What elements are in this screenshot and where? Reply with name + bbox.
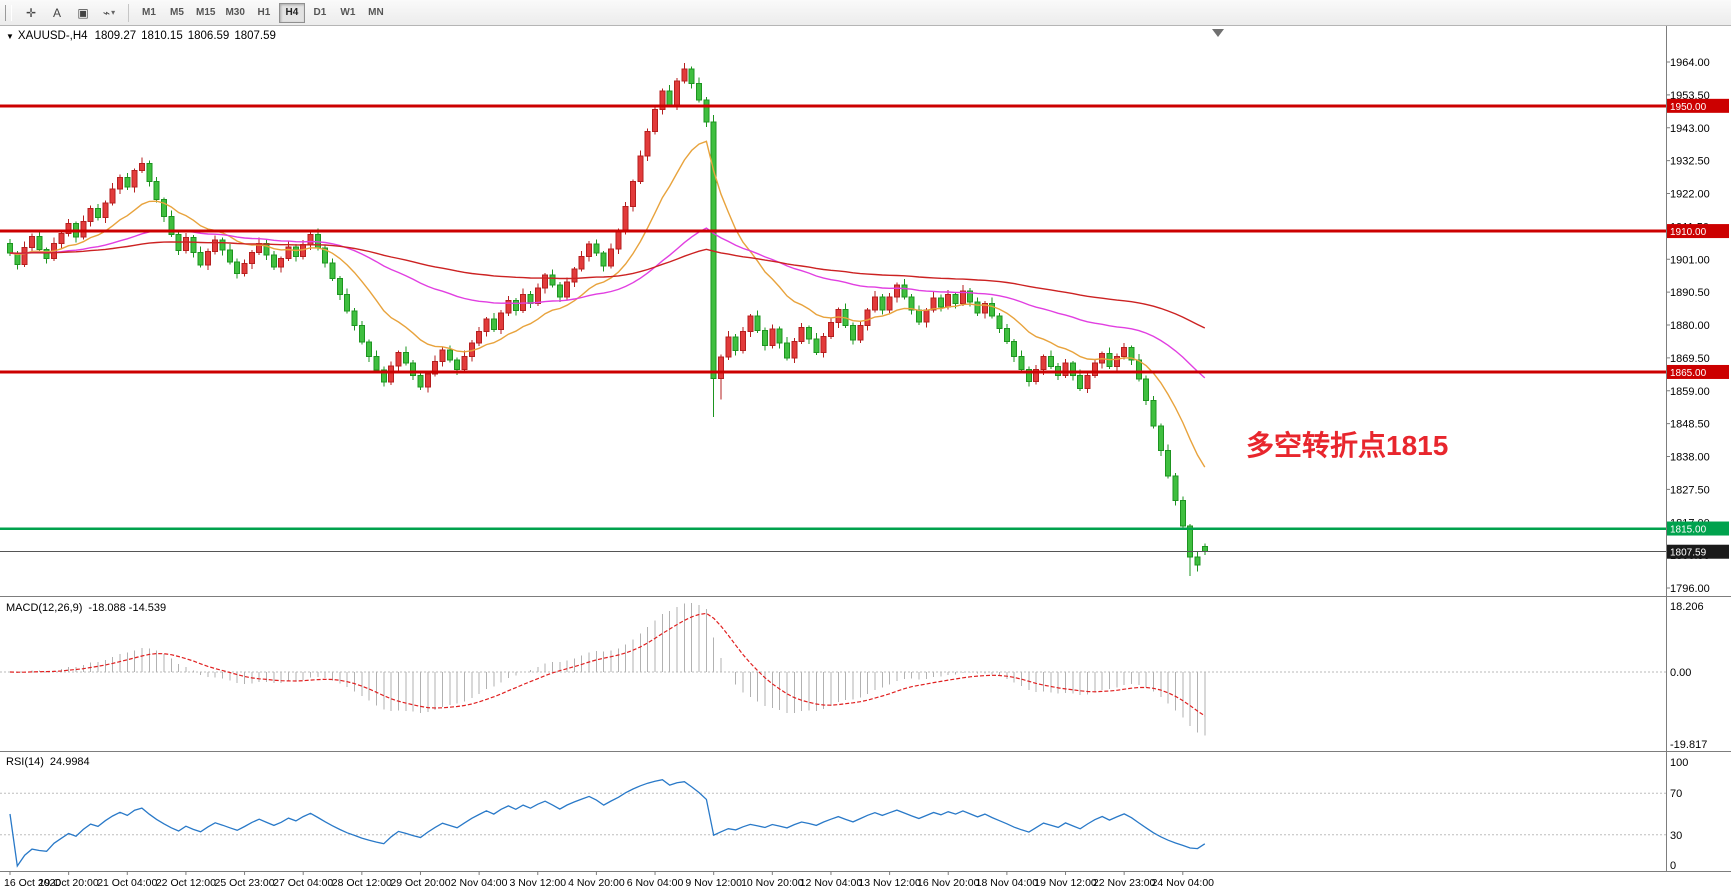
svg-text:1964.00: 1964.00	[1670, 57, 1710, 69]
svg-text:16 Oct 2020: 16 Oct 2020	[4, 877, 61, 889]
svg-text:4 Nov 20:00: 4 Nov 20:00	[568, 877, 625, 889]
pane-borders[interactable]	[0, 26, 1731, 872]
text-frame-button[interactable]: ▣	[71, 3, 95, 23]
horizontal-level-lines[interactable]	[0, 104, 1666, 530]
svg-text:3 Nov 12:00: 3 Nov 12:00	[509, 877, 566, 889]
svg-text:29 Oct 20:00: 29 Oct 20:00	[390, 877, 450, 889]
svg-text:1848.50: 1848.50	[1670, 419, 1710, 431]
crosshair-icon: ✛	[25, 5, 37, 20]
chevron-down-icon: ▾	[111, 8, 116, 17]
svg-text:1838.00: 1838.00	[1670, 452, 1710, 464]
svg-text:1869.50: 1869.50	[1670, 353, 1710, 365]
candles-layer	[7, 62, 1208, 577]
line-studies-icon: ⌁	[102, 5, 111, 20]
svg-text:1827.50: 1827.50	[1670, 484, 1710, 496]
svg-text:1880.00: 1880.00	[1670, 320, 1710, 332]
svg-text:0.00: 0.00	[1670, 667, 1691, 679]
timeframe-button-m30[interactable]: M30	[221, 3, 248, 23]
timeframe-button-m1[interactable]: M1	[136, 3, 162, 23]
svg-text:-19.817: -19.817	[1670, 739, 1707, 751]
svg-text:25 Oct 23:00: 25 Oct 23:00	[214, 877, 274, 889]
low-value: 1806.59	[187, 30, 230, 42]
line-studies-button[interactable]: ⌁ ▾	[97, 3, 121, 23]
macd-indicator-label: MACD(12,26,9) -18.088 -14.539	[6, 602, 166, 614]
svg-text:1950.00: 1950.00	[1670, 102, 1707, 113]
svg-text:18 Nov 04:00: 18 Nov 04:00	[976, 877, 1039, 889]
macd-histogram	[16, 602, 1206, 736]
rsi-indicator-label: RSI(14) 24.9984	[6, 756, 90, 768]
macd-name: MACD(12,26,9)	[6, 602, 83, 614]
svg-text:21 Oct 04:00: 21 Oct 04:00	[97, 877, 157, 889]
rsi-value: 24.9984	[49, 756, 90, 768]
ohlc-info-line: ▼ XAUUSD-,H4 1809.27 1810.15 1806.59 1807.59	[6, 30, 281, 42]
svg-text:24 Nov 04:00: 24 Nov 04:00	[1152, 877, 1215, 889]
ma-line-55	[9, 227, 1206, 379]
svg-text:1943.00: 1943.00	[1670, 123, 1710, 135]
annotation-text[interactable]: 多空转折点1815	[1246, 430, 1449, 461]
toolbar-separator	[128, 3, 129, 22]
svg-text:1796.00: 1796.00	[1670, 583, 1710, 595]
axis-badges: 1950.00 1910.00 1865.00 1815.00 1807.59	[1667, 98, 1729, 559]
svg-text:10 Nov 20:00: 10 Nov 20:00	[741, 877, 804, 889]
macd-signal-line	[9, 612, 1206, 717]
text-frame-icon: ▣	[77, 5, 89, 20]
svg-text:30: 30	[1670, 830, 1682, 842]
chart-canvas[interactable]: 1964.001953.501943.001932.501922.001911.…	[0, 26, 1731, 894]
toolbar-drag-handle[interactable]	[5, 4, 12, 21]
svg-text:1901.00: 1901.00	[1670, 254, 1710, 266]
svg-text:0: 0	[1670, 860, 1676, 872]
chart-window: 1964.001953.501943.001932.501922.001911.…	[0, 26, 1731, 894]
svg-text:22 Nov 23:00: 22 Nov 23:00	[1093, 877, 1156, 889]
timeframe-button-h1[interactable]: H1	[251, 3, 277, 23]
svg-text:2 Nov 04:00: 2 Nov 04:00	[451, 877, 508, 889]
timeframe-button-mn[interactable]: MN	[363, 3, 389, 23]
svg-text:12 Nov 04:00: 12 Nov 04:00	[800, 877, 863, 889]
timeframe-button-h4[interactable]: H4	[278, 2, 305, 23]
svg-text:18.206: 18.206	[1670, 601, 1704, 613]
svg-text:19 Nov 12:00: 19 Nov 12:00	[1034, 877, 1097, 889]
svg-text:100: 100	[1670, 757, 1688, 769]
rsi-name: RSI(14)	[6, 756, 44, 768]
symbol-period-label: XAUUSD-,H4	[17, 30, 88, 42]
ma-line-130	[9, 241, 1206, 329]
main-toolbar: ✛ A ▣ ⌁ ▾ M1 M5 M15 M30 H1 H4 D1 W1 MN	[0, 0, 1731, 26]
crosshair-button[interactable]: ✛	[19, 3, 43, 23]
price-axis[interactable]: 1964.001953.501943.001932.501922.001911.…	[1666, 57, 1710, 872]
svg-text:9 Nov 12:00: 9 Nov 12:00	[685, 877, 742, 889]
svg-text:27 Oct 04:00: 27 Oct 04:00	[273, 877, 333, 889]
rsi-line	[9, 779, 1206, 868]
svg-text:1865.00: 1865.00	[1670, 368, 1707, 379]
svg-text:6 Nov 04:00: 6 Nov 04:00	[627, 877, 684, 889]
high-value: 1810.15	[141, 30, 183, 42]
svg-text:1890.50: 1890.50	[1670, 287, 1710, 299]
svg-text:1910.00: 1910.00	[1670, 227, 1707, 238]
svg-text:22 Oct 12:00: 22 Oct 12:00	[156, 877, 216, 889]
text-label-icon: A	[52, 5, 61, 20]
svg-text:70: 70	[1670, 788, 1682, 800]
svg-text:1922.00: 1922.00	[1670, 189, 1710, 201]
svg-text:28 Oct 12:00: 28 Oct 12:00	[332, 877, 392, 889]
svg-text:19 Oct 20:00: 19 Oct 20:00	[39, 877, 99, 889]
symbol-dropdown-icon[interactable]: ▼	[6, 32, 14, 41]
text-label-button[interactable]: A	[45, 3, 69, 23]
svg-text:1859.00: 1859.00	[1670, 386, 1710, 398]
close-value: 1807.59	[234, 30, 276, 42]
chart-shift-marker[interactable]	[1212, 29, 1224, 37]
svg-text:1932.50: 1932.50	[1670, 156, 1710, 168]
ma-line-15	[9, 140, 1206, 468]
svg-text:16 Nov 20:00: 16 Nov 20:00	[917, 877, 980, 889]
open-value: 1809.27	[94, 30, 137, 42]
svg-text:1807.59: 1807.59	[1670, 548, 1707, 559]
svg-text:13 Nov 12:00: 13 Nov 12:00	[858, 877, 921, 889]
timeframe-button-m5[interactable]: M5	[164, 3, 190, 23]
macd-values: -18.088 -14.539	[88, 602, 167, 614]
svg-text:1815.00: 1815.00	[1670, 525, 1707, 536]
timeframe-button-w1[interactable]: W1	[335, 3, 361, 23]
timeframe-button-d1[interactable]: D1	[307, 3, 333, 23]
timeframe-button-m15[interactable]: M15	[192, 3, 219, 23]
